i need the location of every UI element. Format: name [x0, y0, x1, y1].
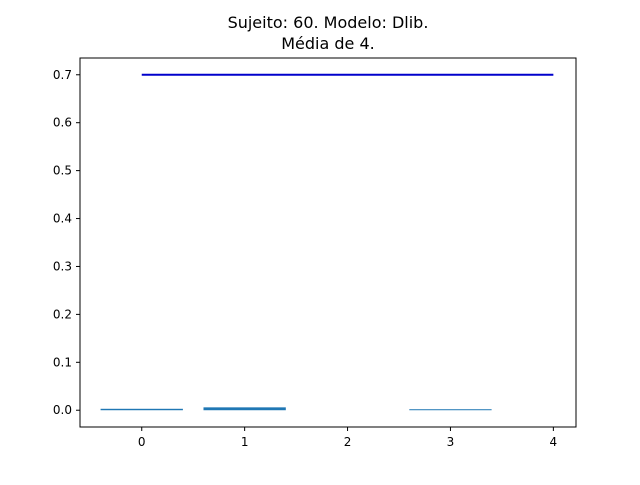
x-tick-label-3: 3 — [447, 435, 455, 449]
x-tick-label-2: 2 — [344, 435, 352, 449]
bar-0 — [100, 408, 183, 411]
chart-title-line-1: Sujeito: 60. Modelo: Dlib. — [228, 13, 429, 32]
y-tick-label-0: 0.0 — [53, 403, 72, 417]
y-tick-label-2: 0.2 — [53, 307, 72, 321]
y-tick-label-3: 0.3 — [53, 259, 72, 273]
y-tick-label-7: 0.7 — [53, 68, 72, 82]
x-tick-label-4: 4 — [550, 435, 558, 449]
y-tick-label-6: 0.6 — [53, 116, 72, 130]
chart-title-line-2: Média de 4. — [281, 34, 375, 53]
bar-3 — [409, 409, 492, 411]
y-tick-label-5: 0.5 — [53, 164, 72, 178]
x-tick-label-0: 0 — [138, 435, 146, 449]
plot-area: 0 1 2 3 4 0.0 0.1 0.2 0.3 0.4 0.5 0.6 0.7 — [53, 57, 577, 449]
x-tick-label-1: 1 — [241, 435, 249, 449]
bar-1 — [203, 407, 286, 411]
y-tick-label-1: 0.1 — [53, 355, 72, 369]
y-tick-label-4: 0.4 — [53, 212, 72, 226]
axes-frame — [79, 57, 577, 428]
